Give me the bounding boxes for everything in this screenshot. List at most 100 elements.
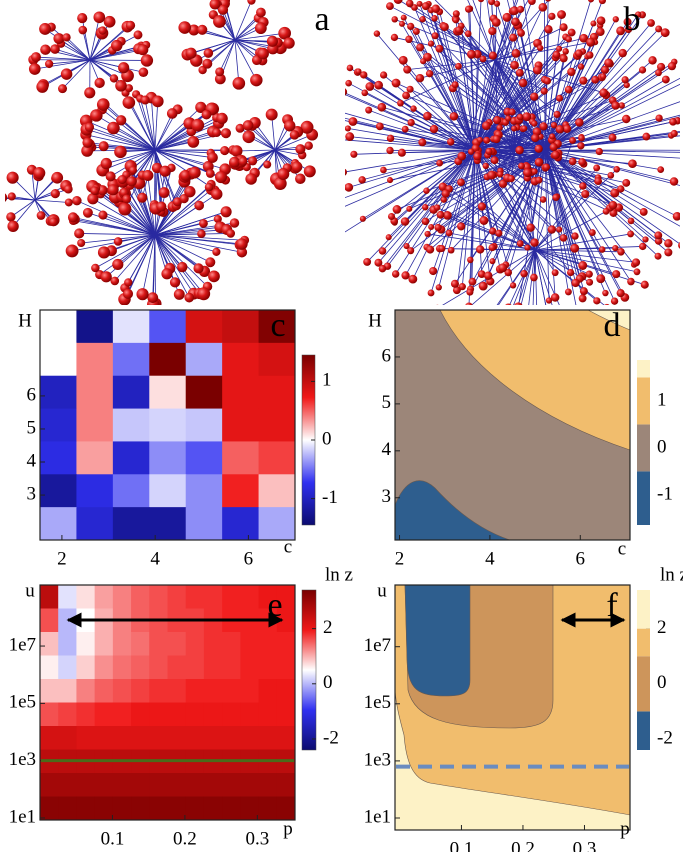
- heatmap-cell: [76, 310, 113, 343]
- heatmap-cell: [131, 773, 150, 797]
- node: [642, 133, 650, 141]
- node: [465, 30, 472, 37]
- heatmap-cell: [131, 632, 150, 656]
- heatmap-cell: [277, 632, 296, 656]
- node: [473, 152, 481, 160]
- heatmap-cell: [113, 679, 132, 703]
- node: [365, 82, 374, 91]
- node: [552, 194, 559, 201]
- heatmap-cell: [149, 409, 186, 442]
- node: [678, 241, 683, 249]
- node: [199, 219, 208, 228]
- heatmap-cell: [277, 797, 296, 821]
- node: [531, 168, 537, 174]
- node: [418, 138, 426, 146]
- node: [478, 0, 484, 2]
- heatmap-cell: [277, 656, 296, 680]
- node: [581, 190, 589, 198]
- node: [226, 229, 235, 238]
- node: [535, 145, 543, 153]
- node: [457, 152, 466, 161]
- node: [607, 172, 614, 179]
- node: [668, 62, 676, 70]
- node: [489, 258, 495, 264]
- node: [533, 66, 542, 75]
- heatmap-cell: [222, 474, 259, 507]
- heatmap-cell: [76, 632, 95, 656]
- node: [230, 218, 239, 227]
- node: [37, 211, 46, 220]
- node: [530, 93, 538, 101]
- heatmap-cell: [58, 726, 77, 750]
- node: [344, 183, 353, 192]
- node: [361, 90, 368, 97]
- heatmap-cell: [113, 441, 150, 474]
- node: [567, 269, 574, 276]
- node: [77, 239, 85, 247]
- colorbar-tick-label: -2: [657, 727, 673, 748]
- heatmap-cell: [40, 474, 77, 507]
- node: [161, 268, 172, 279]
- panels: ab2463456Hc-101c2463456Hc-101d0.10.20.31…: [0, 0, 683, 852]
- heatmap-cell: [277, 726, 296, 750]
- node: [123, 289, 133, 299]
- node: [483, 163, 489, 169]
- edge: [155, 150, 225, 151]
- node: [194, 201, 204, 211]
- heatmap-cell: [222, 409, 259, 442]
- node: [62, 33, 70, 41]
- node: [430, 125, 438, 133]
- node: [484, 271, 493, 280]
- x-tick-label: 4: [150, 548, 160, 569]
- node: [492, 18, 501, 27]
- heatmap-cell: [222, 310, 259, 343]
- heatmap-cell: [113, 773, 132, 797]
- heatmap-cell: [95, 703, 114, 727]
- heatmap-cell: [95, 726, 114, 750]
- node: [365, 107, 372, 114]
- node: [662, 76, 670, 84]
- node: [104, 16, 116, 28]
- colorbar-tick-label: 0: [657, 672, 667, 693]
- node: [617, 289, 625, 297]
- node: [512, 49, 521, 58]
- y-axis-title: H: [368, 310, 382, 331]
- node: [291, 161, 302, 172]
- network-image: [0, 0, 318, 311]
- node: [108, 184, 119, 195]
- node: [156, 201, 166, 211]
- node: [436, 160, 443, 167]
- node: [612, 270, 620, 278]
- heatmap-cell: [58, 703, 77, 727]
- edge: [155, 235, 210, 262]
- node: [295, 144, 305, 154]
- node: [284, 120, 295, 131]
- node: [578, 63, 584, 69]
- node: [374, 30, 380, 36]
- node: [374, 81, 383, 90]
- node: [578, 261, 587, 270]
- node: [349, 117, 358, 126]
- colorbar: [302, 590, 316, 750]
- node: [420, 58, 426, 64]
- node: [496, 125, 502, 131]
- node: [613, 166, 620, 173]
- node: [408, 275, 417, 284]
- heatmap-cell: [222, 656, 241, 680]
- heatmap-cell: [240, 679, 259, 703]
- node: [345, 80, 352, 87]
- heatmap-cell: [40, 409, 77, 442]
- node: [386, 234, 392, 240]
- node: [397, 100, 404, 107]
- node: [90, 109, 102, 121]
- node: [610, 188, 619, 197]
- node: [577, 142, 584, 149]
- node: [422, 2, 430, 10]
- node: [174, 289, 185, 300]
- node: [586, 271, 593, 278]
- node: [511, 125, 517, 131]
- node: [489, 52, 497, 60]
- node: [392, 79, 401, 88]
- node: [266, 109, 278, 121]
- node: [33, 167, 45, 179]
